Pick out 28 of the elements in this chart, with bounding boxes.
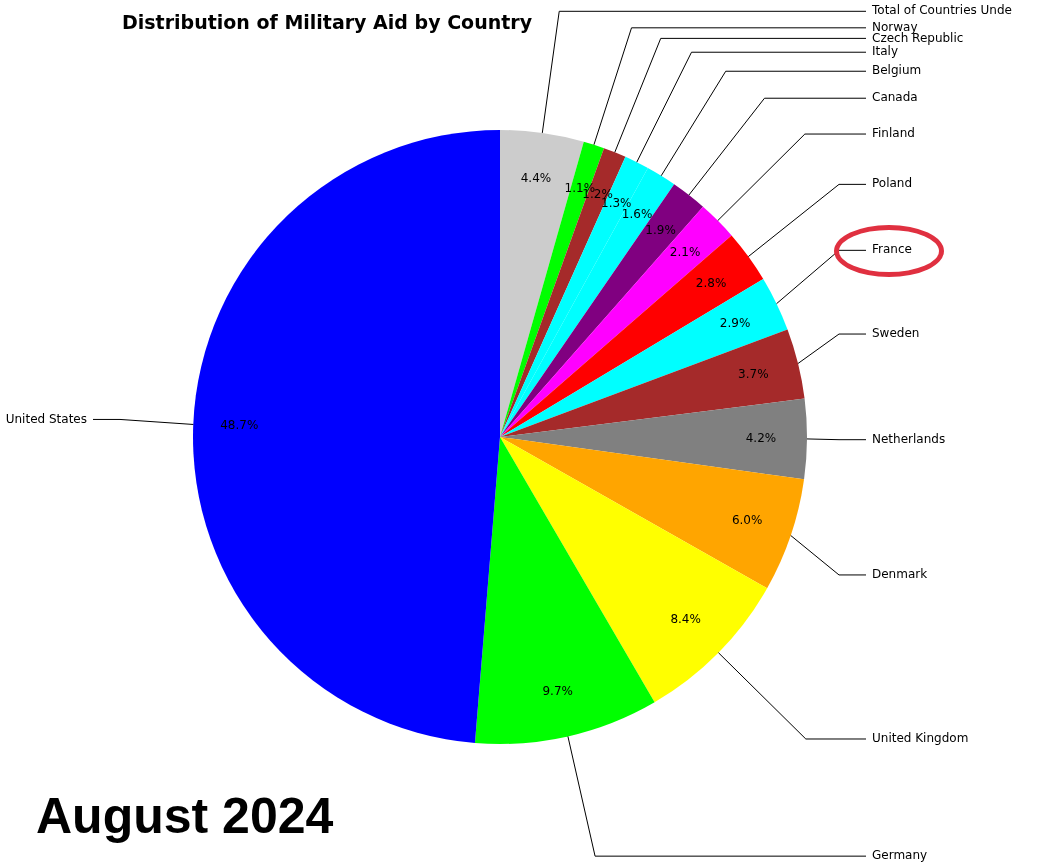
slice-label: Sweden (872, 326, 920, 341)
data-label: 3.7% (738, 366, 769, 381)
data-label: 6.0% (731, 512, 763, 527)
data-label: 4.4% (520, 170, 552, 185)
slice-label: Denmark (872, 567, 928, 582)
chart-title: Distribution of Military Aid by Country (121, 10, 533, 33)
slice-label: Belgium (872, 63, 922, 78)
slice-label: Canada (872, 90, 918, 105)
data-label: 8.4% (670, 612, 701, 627)
data-label: 2.8% (695, 275, 727, 290)
data-label: 2.1% (669, 245, 701, 260)
slice-label: United Kingdom (872, 731, 969, 746)
data-label: 1.6% (621, 207, 653, 222)
slice-label: Italy (872, 44, 899, 59)
data-label: 1.9% (645, 223, 676, 238)
slice-label: Finland (872, 126, 915, 141)
slice-label: Poland (872, 176, 913, 191)
data-label: 4.2% (745, 430, 777, 445)
text: August 2024 (36, 788, 334, 844)
slice-label: Total of Countries Unde (871, 3, 1012, 18)
slice-label: Netherlands (872, 431, 946, 446)
slice-label: United States (5, 411, 87, 426)
data-label: 9.7% (542, 683, 573, 698)
slice-label: France (872, 242, 912, 257)
data-label: 48.7% (220, 418, 259, 433)
slice-label: Germany (872, 848, 928, 863)
data-label: 2.9% (719, 315, 751, 330)
slice-label: Norway (872, 19, 918, 34)
